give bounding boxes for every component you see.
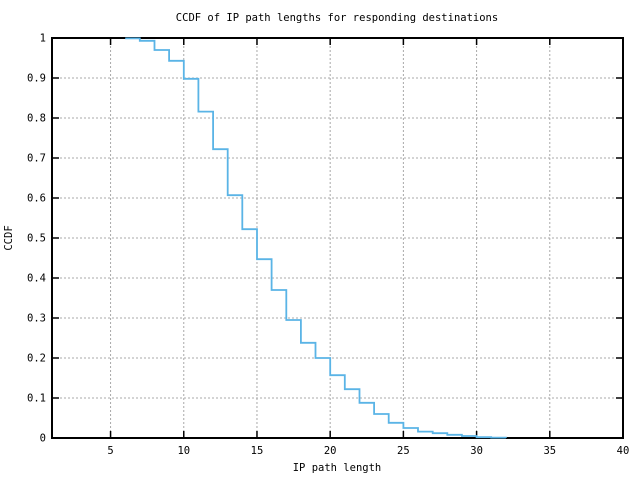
y-tick-label: 0.8 xyxy=(27,113,46,125)
x-axis-title: IP path length xyxy=(293,462,382,474)
x-tick-label: 5 xyxy=(107,445,113,457)
y-tick-label: 0 xyxy=(40,433,46,445)
y-tick-label: 0.2 xyxy=(27,353,46,365)
y-tick-label: 1 xyxy=(40,33,46,45)
y-tick-label: 0.9 xyxy=(27,73,46,85)
x-tick-label: 20 xyxy=(324,445,337,457)
chart-title: CCDF of IP path lengths for responding d… xyxy=(176,12,498,24)
series-layer xyxy=(125,37,507,439)
y-tick-label: 0.1 xyxy=(27,393,46,405)
y-tick-label: 0.4 xyxy=(27,273,46,285)
tick-label-layer: 5 10 15 20 25 30 35 40 0 0.1 0.2 0.3 0.4 0.5 0.6 0.7 0.8… xyxy=(27,33,629,458)
grid-layer xyxy=(52,37,624,439)
x-tick-label: 25 xyxy=(397,445,410,457)
y-tick-label: 0.6 xyxy=(27,193,46,205)
x-tick-label: 15 xyxy=(251,445,264,457)
y-tick-label: 0.5 xyxy=(27,233,46,245)
y-tick-label: 0.3 xyxy=(27,313,46,325)
x-tick-label: 30 xyxy=(470,445,483,457)
x-tick-label: 10 xyxy=(177,445,190,457)
x-tick-label: 40 xyxy=(617,445,630,457)
x-tick-label: 35 xyxy=(543,445,556,457)
tick-layer xyxy=(52,37,624,439)
ccdf-step-line xyxy=(125,37,507,439)
y-axis-title: CCDF xyxy=(3,225,15,250)
y-tick-label: 0.7 xyxy=(27,153,46,165)
